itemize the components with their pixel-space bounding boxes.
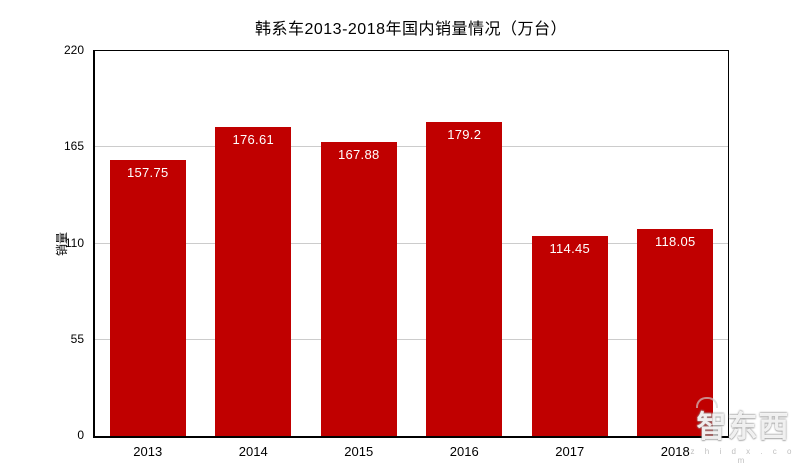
bar-value-label: 179.2 [447,127,482,143]
bar-2017: 114.45 [531,235,608,436]
gridline-165 [95,146,728,148]
bar-2014: 176.61 [215,126,292,436]
bar-2015: 167.88 [320,142,397,436]
x-tick-label-2015: 2015 [344,444,374,459]
x-tick-label-2018: 2018 [660,444,690,459]
y-tick-label: 165 [63,139,84,154]
chart-title: 韩系车2013-2018年国内销量情况（万台） [254,21,568,38]
gridline-110 [95,242,728,244]
x-tick-label-2013: 2013 [133,444,163,459]
bar-value-label: 118.05 [654,234,696,250]
x-tick-label-2014: 2014 [238,444,268,459]
x-tick-label-2016: 2016 [449,444,479,459]
bar-2016: 179.2 [426,122,503,436]
bar-value-label: 157.75 [126,164,169,180]
bar-2018: 118.05 [637,229,714,436]
y-tick-label: 220 [63,43,84,57]
y-tick-label: 0 [77,428,84,442]
x-tick-label-2017: 2017 [555,444,585,459]
y-tick-label: 55 [70,331,84,346]
bar-2013: 157.75 [109,159,186,436]
bar-value-label: 114.45 [549,240,591,256]
plot-area: 157.75 176.61 167.88 179.2 114.45 118.05 [93,50,729,438]
y-tick-label: 110 [64,235,84,250]
bar-value-label: 167.88 [337,147,380,163]
gridline-55 [95,338,728,340]
bar-value-label: 176.61 [232,131,275,147]
